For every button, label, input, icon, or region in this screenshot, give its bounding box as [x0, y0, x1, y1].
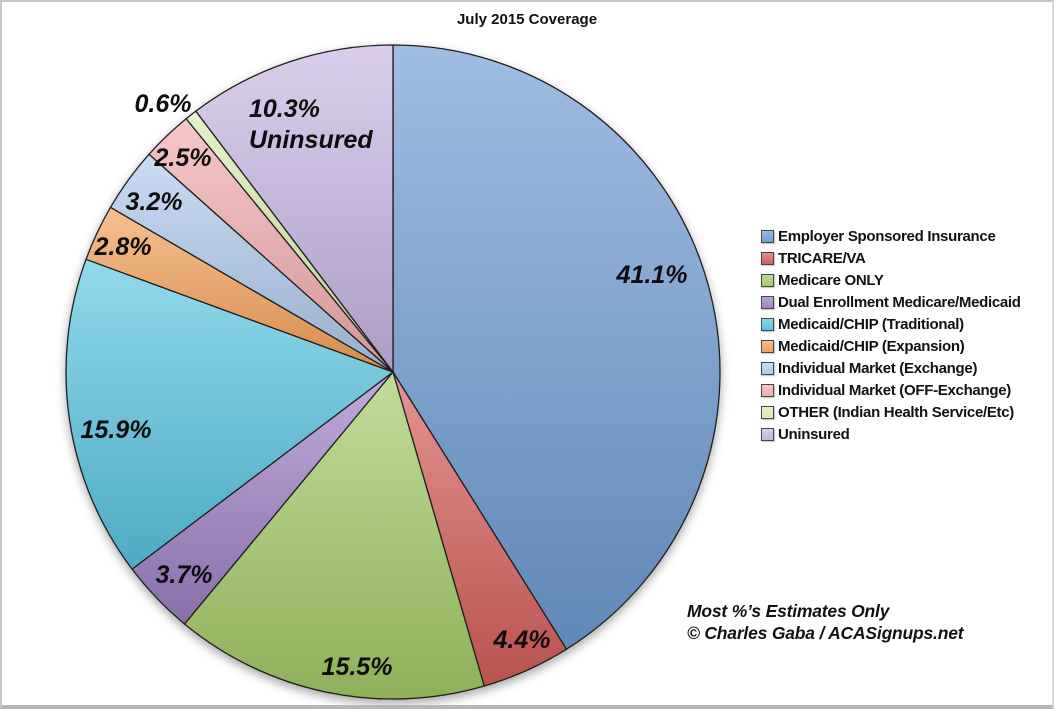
slice-label-medicare-only: 15.5%	[322, 653, 393, 681]
pie-slice-employer-sponsored-insurance	[392, 44, 721, 650]
legend-swatch-tricare-va	[761, 252, 774, 265]
slice-label-uninsured-name: Uninsured	[249, 126, 373, 154]
legend-swatch-individual-market-exchange	[761, 362, 774, 375]
pie-slice-uninsured	[195, 44, 394, 373]
slice-label-employer-sponsored-insurance: 41.1%	[616, 261, 688, 289]
legend-swatch-other-indian-health-service-etc	[761, 406, 774, 419]
legend-swatch-medicaid-chip-traditional	[761, 318, 774, 331]
legend-item-other-indian-health-service-etc: OTHER (Indian Health Service/Etc)	[761, 404, 1021, 421]
slice-label-dual-enrollment-medicare-medicaid: 3.7%	[156, 561, 213, 589]
legend-item-individual-market-off-exchange: Individual Market (OFF-Exchange)	[761, 382, 1021, 399]
legend-label: Dual Enrollment Medicare/Medicaid	[778, 294, 1021, 311]
slice-label-individual-market-exchange: 3.2%	[126, 188, 183, 216]
footer-note: Most %’s Estimates Only © Charles Gaba /…	[687, 600, 964, 644]
legend-item-employer-sponsored-insurance: Employer Sponsored Insurance	[761, 228, 1021, 245]
slice-label-tricare-va: 4.4%	[493, 626, 551, 654]
legend-item-medicaid-chip-expansion: Medicaid/CHIP (Expansion)	[761, 338, 1021, 355]
legend-label: TRICARE/VA	[778, 250, 866, 267]
legend-item-individual-market-exchange: Individual Market (Exchange)	[761, 360, 1021, 377]
legend-item-uninsured: Uninsured	[761, 426, 1021, 443]
pie-slices	[65, 44, 721, 700]
footer-estimates-note: Most %’s Estimates Only	[687, 601, 890, 621]
legend-swatch-individual-market-off-exchange	[761, 384, 774, 397]
legend-label: Medicare ONLY	[778, 272, 884, 289]
legend-label: Medicaid/CHIP (Expansion)	[778, 338, 965, 355]
legend-swatch-uninsured	[761, 428, 774, 441]
legend-label: OTHER (Indian Health Service/Etc)	[778, 404, 1014, 421]
slice-label-medicaid-chip-traditional: 15.9%	[81, 416, 152, 444]
legend-label: Employer Sponsored Insurance	[778, 228, 996, 245]
legend-item-medicaid-chip-traditional: Medicaid/CHIP (Traditional)	[761, 316, 1021, 333]
legend-label: Individual Market (Exchange)	[778, 360, 978, 377]
chart-title: July 2015 Coverage	[456, 11, 598, 28]
pie-slice-medicaid-chip-traditional	[65, 258, 394, 570]
legend-swatch-medicaid-chip-expansion	[761, 340, 774, 353]
legend-label: Individual Market (OFF-Exchange)	[778, 382, 1011, 399]
pie-slice-medicare-only	[183, 371, 485, 700]
footer-credit: © Charles Gaba / ACASignups.net	[687, 623, 964, 643]
slice-label-medicaid-chip-expansion: 2.8%	[94, 233, 152, 261]
slice-label-uninsured: 10.3%	[249, 95, 320, 123]
legend-label: Uninsured	[778, 426, 850, 443]
legend-swatch-dual-enrollment-medicare-medicaid	[761, 296, 774, 309]
legend-item-dual-enrollment-medicare-medicaid: Dual Enrollment Medicare/Medicaid	[761, 294, 1021, 311]
legend-item-tricare-va: TRICARE/VA	[761, 250, 1021, 267]
slice-label-other-indian-health-service-etc: 0.6%	[135, 90, 192, 118]
legend-item-medicare-only: Medicare ONLY	[761, 272, 1021, 289]
legend-swatch-medicare-only	[761, 274, 774, 287]
pie-labels: 41.1% 4.4% 15.5% 3.7% 15.9% 2.8% 3.2% 2.5% 0.6% 1…	[81, 90, 688, 681]
legend: Employer Sponsored Insurance TRICARE/VA Me…	[761, 228, 1021, 448]
slice-label-individual-market-off-exchange: 2.5%	[154, 144, 212, 172]
legend-label: Medicaid/CHIP (Traditional)	[778, 316, 964, 333]
legend-swatch-employer-sponsored-insurance	[761, 230, 774, 243]
